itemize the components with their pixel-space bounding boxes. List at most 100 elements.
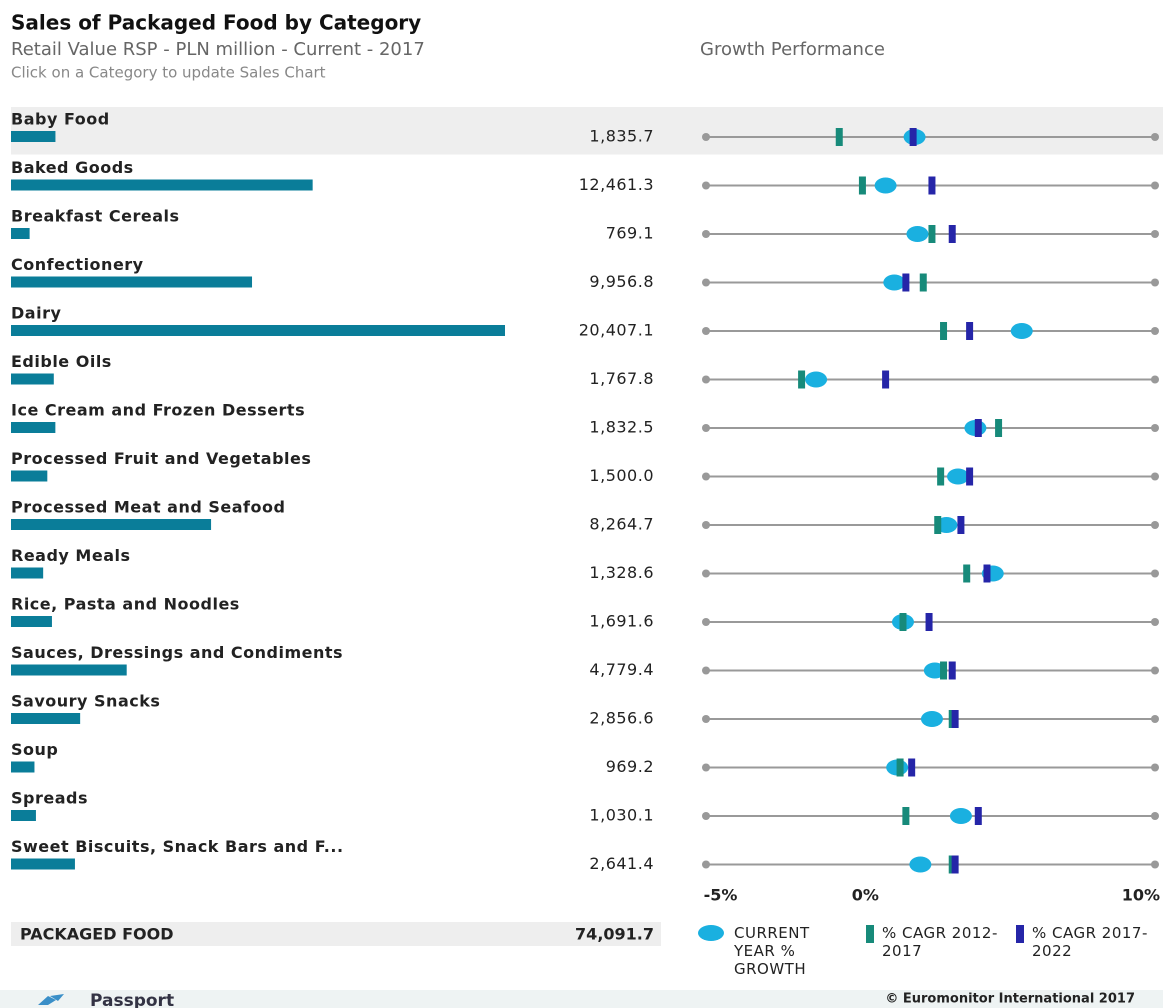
cagr-marker: [974, 807, 982, 825]
x-tick-label: 0%: [852, 886, 879, 905]
cagr-marker: [934, 516, 942, 534]
bar: [11, 810, 36, 821]
track-end: [702, 763, 710, 772]
cagr-marker: [798, 370, 806, 389]
value-label: 1,030.1: [589, 806, 654, 825]
track-end: [1151, 327, 1159, 335]
cagr-marker: [995, 419, 1003, 437]
current-growth: [883, 274, 906, 291]
value-label: 8,264.7: [589, 515, 654, 534]
logo: [38, 994, 64, 1005]
bar: [11, 422, 56, 433]
cagr-marker: [940, 661, 948, 680]
value-label: 1,500.0: [589, 466, 654, 485]
track-end: [1151, 860, 1159, 869]
category-label: Sweet Biscuits, Snack Bars and F...: [11, 837, 344, 856]
category-label: Ice Cream and Frozen Desserts: [11, 401, 305, 420]
track-end: [702, 812, 710, 820]
cagr-marker: [908, 758, 916, 777]
track-end: [1151, 521, 1159, 529]
current-growth: [906, 226, 929, 242]
bar: [11, 713, 81, 724]
track-end: [1151, 666, 1159, 675]
value-label: 12,461.3: [579, 175, 654, 194]
value-label: 1,835.7: [589, 127, 654, 146]
current-growth: [920, 711, 943, 727]
category-row[interactable]: [11, 738, 1163, 786]
track-end: [702, 472, 710, 481]
cagr-marker: [835, 128, 843, 146]
track-end: [702, 618, 710, 626]
bar: [11, 858, 75, 870]
value-label: 1,691.6: [589, 612, 654, 631]
category-row[interactable]: [11, 204, 1163, 252]
cagr-marker: [858, 176, 866, 195]
track-end: [702, 375, 710, 384]
cagr-marker: [902, 273, 910, 292]
category-row[interactable]: [11, 689, 1163, 737]
cagr-marker: [882, 370, 890, 389]
category-row[interactable]: [11, 350, 1163, 398]
track-end: [702, 181, 710, 190]
track-end: [702, 715, 710, 723]
category-label: Confectionery: [11, 255, 144, 274]
track-end: [702, 666, 710, 675]
track-end: [1151, 181, 1159, 190]
value-label: 769.1: [606, 224, 654, 243]
bar: [11, 325, 505, 336]
total-value: 74,091.7: [575, 925, 654, 944]
footer-bar: [0, 990, 1163, 1008]
bar: [11, 276, 253, 288]
legend-swatch: [866, 925, 874, 943]
value-label: 1,767.8: [589, 369, 654, 388]
track-end: [702, 133, 710, 141]
track-end: [1151, 230, 1159, 238]
value-label: 1,328.6: [589, 563, 654, 582]
legend-label: CURRENT YEAR % GROWTH: [734, 924, 810, 978]
value-label: 1,832.5: [589, 418, 654, 437]
track-end: [1151, 763, 1159, 772]
current-growth: [949, 808, 972, 824]
value-label: 4,779.4: [589, 660, 654, 679]
cagr-marker: [928, 225, 936, 243]
subtitle: Retail Value RSP - PLN million - Current…: [11, 39, 425, 60]
category-label: Edible Oils: [11, 352, 112, 371]
bar: [11, 761, 35, 773]
value-label: 2,641.4: [589, 854, 654, 873]
x-tick-label: 10%: [1122, 886, 1160, 905]
instruction: Click on a Category to update Sales Char…: [11, 64, 326, 82]
growth-title: Growth Performance: [700, 39, 885, 60]
copyright: © Euromonitor International 2017: [885, 992, 1135, 1007]
current-growth: [909, 856, 932, 873]
legend-label: % CAGR 2017-2022: [1032, 924, 1148, 960]
total-name: PACKAGED FOOD: [20, 925, 174, 944]
cagr-marker: [951, 855, 959, 874]
bar: [11, 131, 56, 142]
category-row[interactable]: [11, 107, 1163, 155]
brand: Passport: [90, 991, 174, 1008]
category-label: Baked Goods: [11, 158, 134, 177]
bar: [11, 470, 48, 482]
track-end: [702, 230, 710, 238]
track-end: [702, 521, 710, 529]
category-row[interactable]: [11, 253, 1163, 301]
x-tick-label: -5%: [704, 886, 738, 905]
value-label: 969.2: [606, 757, 654, 776]
track-end: [702, 424, 710, 432]
value-label: 20,407.1: [579, 321, 654, 340]
legend-swatch: [698, 925, 724, 941]
track-end: [1151, 375, 1159, 384]
category-row[interactable]: [11, 786, 1163, 834]
current-growth: [1010, 323, 1033, 339]
cagr-marker: [919, 273, 927, 292]
cagr-marker: [902, 807, 910, 825]
category-label: Ready Meals: [11, 546, 131, 565]
track-end: [702, 327, 710, 335]
track-end: [1151, 569, 1159, 578]
cagr-marker: [899, 613, 907, 631]
category-label: Sauces, Dressings and Condiments: [11, 643, 343, 662]
cagr-marker: [963, 564, 971, 583]
current-growth: [874, 177, 897, 194]
track-end: [1151, 715, 1159, 723]
